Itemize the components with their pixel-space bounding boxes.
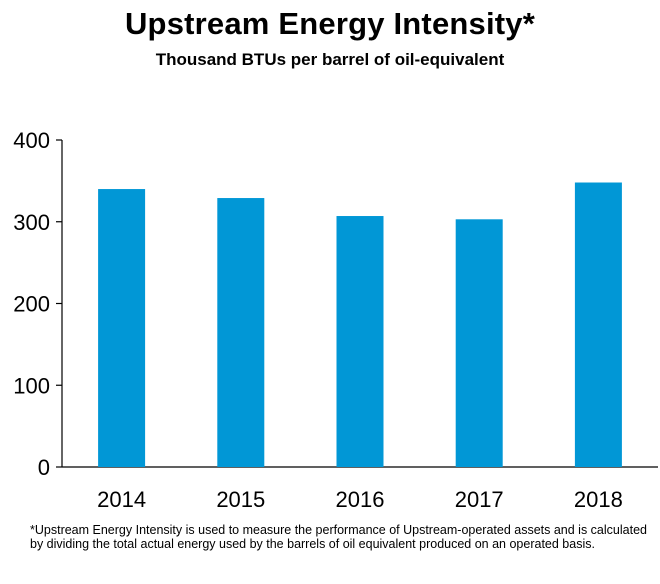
y-tick-label: 200 — [13, 292, 50, 317]
y-tick-label: 0 — [38, 455, 50, 480]
bar-2014 — [98, 189, 146, 468]
bar-chart: 0 100 200 300 400 2014 2015 2016 2017 2018 — [13, 128, 658, 512]
chart-footnote: *Upstream Energy Intensity is used to me… — [30, 523, 647, 551]
x-category-label: 2015 — [216, 487, 265, 512]
y-tick-label: 300 — [13, 210, 50, 235]
x-category-label: 2014 — [97, 487, 146, 512]
bar-2017 — [455, 219, 503, 467]
chart-bars — [98, 182, 622, 468]
x-category-label: 2018 — [574, 487, 623, 512]
x-category-label: 2016 — [336, 487, 385, 512]
bar-2015 — [217, 198, 265, 468]
bar-2018 — [574, 182, 622, 467]
y-tick-label: 100 — [13, 373, 50, 398]
chart-subtitle: Thousand BTUs per barrel of oil-equivale… — [155, 50, 505, 69]
x-axis-category-labels: 2014 2015 2016 2017 2018 — [97, 487, 623, 512]
bar-2016 — [336, 216, 384, 467]
y-tick-label: 400 — [13, 128, 50, 153]
chart-title: Upstream Energy Intensity* — [124, 6, 536, 41]
y-axis-tick-labels: 0 100 200 300 400 — [13, 128, 50, 480]
x-category-label: 2017 — [455, 487, 504, 512]
